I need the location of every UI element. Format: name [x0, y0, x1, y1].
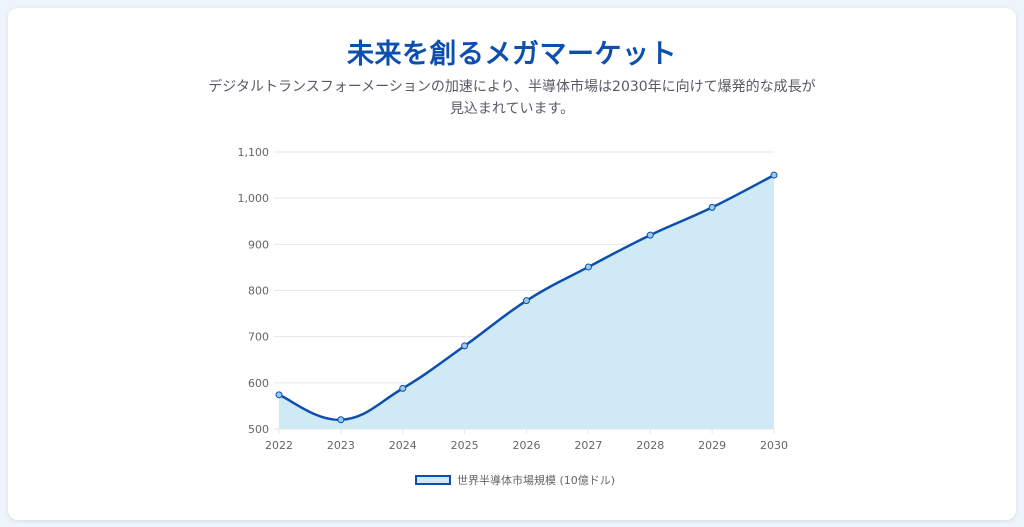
x-tick-label: 2023 — [327, 439, 355, 452]
legend-label: 世界半導体市場規模 (10億ドル) — [457, 474, 616, 487]
x-tick-label: 2030 — [760, 439, 788, 452]
page-subtitle: デジタルトランスフォーメーションの加速により、半導体市場は2030年に向けて爆発… — [208, 79, 816, 117]
y-tick-label: 800 — [248, 285, 269, 298]
legend-swatch — [415, 475, 451, 485]
chart-legend[interactable]: 世界半導体市場規模 (10億ドル) — [415, 472, 615, 488]
chart-card — [8, 8, 1016, 520]
x-tick-label: 2026 — [513, 439, 541, 452]
data-point — [770, 171, 778, 179]
x-tick-label: 2027 — [574, 439, 602, 452]
data-point — [523, 297, 530, 305]
data-point — [275, 391, 283, 399]
x-tick-label: 2025 — [451, 439, 479, 452]
y-tick-label: 600 — [248, 377, 269, 390]
x-tick-label: 2024 — [389, 439, 417, 452]
y-tick-label: 700 — [248, 331, 269, 344]
page-title: 未来を創るメガマーケット — [347, 39, 677, 70]
x-tick-label: 2028 — [636, 439, 664, 452]
data-point — [708, 203, 716, 211]
data-point — [461, 342, 469, 350]
y-tick-label: 1,000 — [238, 192, 270, 205]
y-tick-label: 900 — [248, 238, 269, 251]
x-tick-label: 2022 — [265, 439, 293, 452]
data-point — [399, 384, 407, 392]
y-tick-label: 1,100 — [238, 146, 270, 159]
x-tick-label: 2029 — [698, 439, 726, 452]
data-point — [646, 231, 654, 239]
y-tick-label: 500 — [248, 423, 269, 436]
data-point — [337, 416, 345, 424]
data-point — [584, 263, 592, 271]
